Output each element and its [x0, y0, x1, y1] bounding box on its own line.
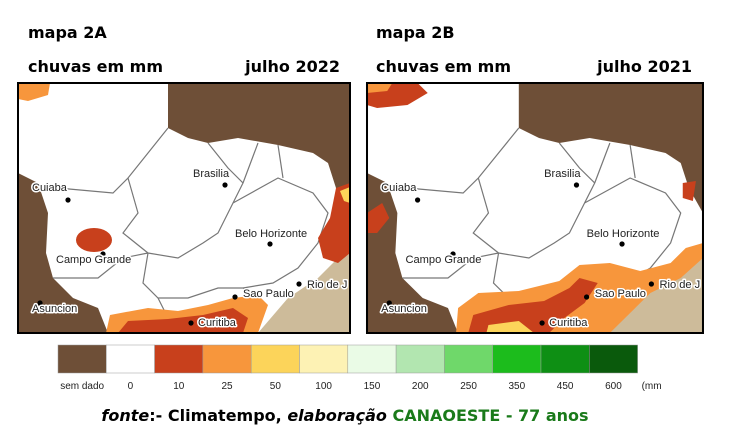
legend-swatch: [347, 344, 397, 374]
map-subtitle: chuvas em mm: [376, 57, 511, 76]
city-dot: [188, 320, 194, 326]
legend-swatch: [492, 344, 542, 374]
city-label: Belo Horizonte: [587, 228, 660, 240]
legend-swatch: [395, 344, 445, 374]
legend-label: 200: [412, 381, 429, 392]
city-label: Brasilia: [193, 168, 230, 180]
city-label: Cuiaba: [381, 182, 417, 194]
map-date: julho 2021: [596, 57, 692, 76]
city-label: Sao Paulo: [595, 288, 646, 300]
legend: sem dado 0 10 25 50 100 150 200 250 350 450 600 (mm: [57, 344, 662, 392]
source-label: fonte: [101, 406, 149, 425]
city-label: Sao Paulo: [243, 288, 294, 300]
legend-swatch: [540, 344, 590, 374]
city-dot: [619, 241, 625, 247]
credit-label: elaboração: [287, 406, 387, 425]
legend-label: sem dado: [60, 381, 104, 392]
legend-label: 100: [315, 381, 332, 392]
map-date: julho 2022: [244, 57, 340, 76]
footer: fonte:- Climatempo, elaboração CANAOESTE…: [101, 406, 588, 425]
city-label: Belo Horizonte: [235, 228, 307, 240]
city-dot: [539, 320, 545, 326]
legend-swatch: [202, 344, 252, 374]
city-dot: [386, 300, 392, 306]
legend-label: 0: [128, 381, 134, 392]
legend-swatch: [57, 344, 107, 374]
legend-swatch: [250, 344, 300, 374]
organization: CANAOESTE: [392, 406, 500, 425]
city-label: Curitiba: [549, 317, 588, 329]
legend-label: 350: [509, 381, 526, 392]
city-dot: [450, 251, 456, 257]
city-label: Rio de J: [307, 279, 347, 291]
city-dot: [222, 182, 228, 188]
map: Cuiaba Brasilia Belo Horizonte Campo Grande…: [17, 82, 351, 334]
legend-swatch: [299, 344, 349, 374]
map-header: mapa 2A chuvas em mm julho 2022 mapa 2B …: [28, 23, 692, 76]
legend-label: 250: [460, 381, 477, 392]
anniversary: - 77 anos: [500, 406, 588, 425]
city-dot: [65, 197, 71, 203]
map: Cuiaba Brasilia Belo Horizonte Campo Grande…: [365, 82, 704, 334]
legend-label: 10: [173, 381, 185, 392]
city-dot: [583, 294, 590, 300]
legend-label: 150: [364, 381, 381, 392]
legend-unit: (mm: [642, 381, 662, 392]
city-label: Campo Grande: [405, 254, 481, 266]
city-dot: [232, 294, 238, 300]
city-dot: [414, 197, 421, 203]
legend-swatch: [106, 344, 155, 374]
legend-label: 50: [270, 381, 282, 392]
city-dot: [100, 251, 106, 257]
map-subtitle: chuvas em mm: [28, 57, 163, 76]
city-label: Rio de J: [659, 279, 700, 291]
city-label: Asuncion: [32, 303, 77, 315]
map-title: mapa 2B: [376, 23, 455, 42]
legend-swatch: [589, 344, 638, 374]
legend-swatch: [154, 344, 204, 374]
city-dot: [37, 300, 43, 306]
legend-label: 450: [557, 381, 574, 392]
city-label: Brasilia: [544, 168, 581, 180]
legend-label: 25: [221, 381, 233, 392]
city-dot: [267, 241, 273, 247]
city-label: Campo Grande: [56, 254, 131, 266]
legend-label: 600: [605, 381, 622, 392]
city-label: Asuncion: [381, 303, 427, 315]
city-dot: [573, 182, 580, 188]
city-label: Curitiba: [198, 317, 237, 329]
city-dot: [296, 281, 302, 287]
city-dot: [648, 281, 655, 287]
source: :- Climatempo,: [149, 406, 287, 425]
city-label: Cuiaba: [32, 182, 68, 194]
legend-swatch: [444, 344, 493, 374]
map-title: mapa 2A: [28, 23, 107, 42]
